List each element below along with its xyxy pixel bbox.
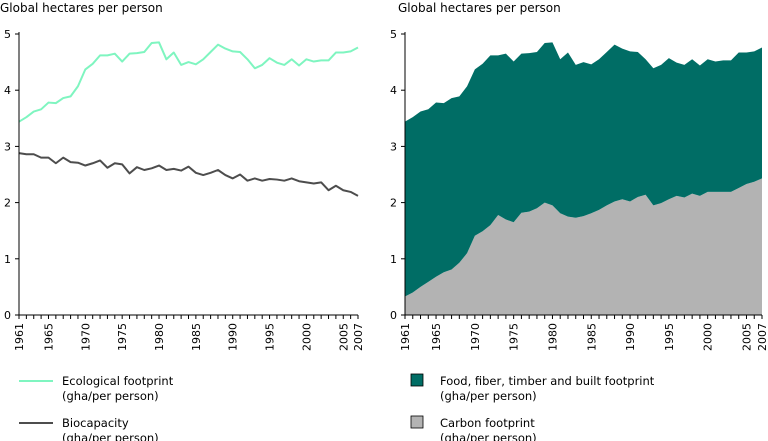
x-tick-label: 2007	[756, 323, 768, 351]
x-tick-label: 2005	[740, 323, 753, 351]
y-tick-label: 5	[4, 28, 11, 41]
x-tick-label: 1980	[546, 323, 559, 351]
y-axis-label: Global hectares per person	[398, 1, 561, 15]
x-tick-label: 1970	[79, 323, 92, 351]
x-tick-label: 1985	[585, 323, 598, 351]
x-tick-label: 1985	[190, 323, 203, 351]
x-tick-label: 1965	[42, 323, 55, 351]
x-tick-label: 2000	[702, 323, 715, 351]
line-chart-panel: Global hectares per person 0 1 2 3 4 5 1961 1965…	[0, 1, 365, 441]
x-tick-label: 1975	[116, 323, 129, 351]
y-axis-label: Global hectares per person	[0, 1, 163, 15]
legend-swatch	[410, 373, 424, 387]
y-tick-label: 3	[390, 140, 397, 153]
legend-label: Food, fiber, timber and built footprint	[440, 374, 655, 388]
x-tick-label: 1970	[469, 323, 482, 351]
legend-label: Ecological footprint	[62, 374, 174, 388]
food-fiber-timber-built-area	[405, 42, 762, 297]
x-tick-label: 2007	[352, 323, 365, 351]
x-tick-label: 1995	[264, 323, 277, 351]
y-tick-label: 1	[4, 253, 11, 266]
x-tick-label: 1990	[227, 323, 240, 351]
legend-unit: (gha/per person)	[440, 431, 537, 441]
y-tick-label: 2	[4, 197, 11, 210]
x-tick-label: 1965	[430, 323, 443, 351]
x-tick-label: 1975	[508, 323, 521, 351]
biocapacity-line	[18, 152, 359, 197]
carbon-footprint-area	[405, 178, 762, 315]
x-tick-label: 1995	[663, 323, 676, 351]
y-tick-label: 4	[390, 84, 397, 97]
x-tick-label: 1990	[624, 323, 637, 351]
y-tick-label: 3	[4, 140, 11, 153]
y-tick-label: 2	[390, 197, 397, 210]
y-tick-label: 1	[390, 253, 397, 266]
x-tick-label: 1961	[399, 323, 412, 351]
x-tick-label: 2000	[300, 323, 313, 351]
legend-unit: (gha/per person)	[62, 431, 159, 441]
y-tick-label: 0	[390, 309, 397, 322]
x-tick-label: 1980	[153, 323, 166, 351]
legend-unit: (gha/per person)	[62, 389, 159, 403]
y-tick-label: 4	[4, 84, 11, 97]
legend-label: Carbon footprint	[440, 416, 535, 430]
ecological-footprint-line	[18, 41, 359, 123]
legend-swatch	[410, 415, 424, 429]
legend-unit: (gha/per person)	[440, 389, 537, 403]
y-tick-label: 0	[4, 309, 11, 322]
x-tick-label: 2005	[337, 323, 350, 351]
y-tick-label: 5	[390, 28, 397, 41]
x-tick-label: 1961	[13, 323, 26, 351]
area-chart-panel: Global hectares per person 0 1 2 3 4 5 1961 1965…	[390, 1, 768, 441]
legend-label: Biocapacity	[62, 416, 129, 430]
